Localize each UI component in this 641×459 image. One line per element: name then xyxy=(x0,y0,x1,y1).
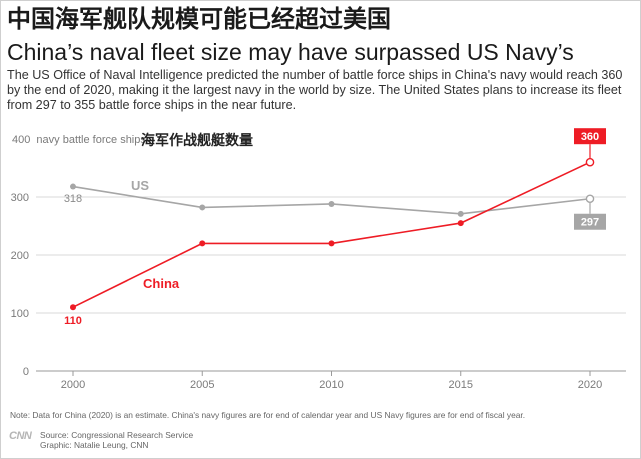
us-series-label: US xyxy=(131,178,149,193)
y-axis-title-english: 400 navy battle force ships xyxy=(12,134,146,146)
us-point-2000 xyxy=(70,183,76,190)
china-point-2000 xyxy=(70,304,76,311)
china-end-callout-box xyxy=(574,128,606,145)
gridlines xyxy=(36,196,626,372)
chart-description: The US Office of Naval Intelligence pred… xyxy=(7,68,623,112)
x-tick-label-2020: 2020 xyxy=(578,379,602,391)
y-axis-unit: navy battle force ships xyxy=(36,134,146,146)
y-axis-title-chinese: 海军作战舰艇数量 xyxy=(141,132,253,149)
us-start-value: 318 xyxy=(64,193,82,205)
chinese-title: 中国海军舰队规模可能已经超过美国 xyxy=(7,5,391,33)
cnn-logo: CNN xyxy=(9,430,32,442)
china-point-2005 xyxy=(199,240,206,247)
y-tick-label-100: 100 xyxy=(11,308,29,320)
china-series-label: China xyxy=(143,276,180,291)
x-tick-label-2000: 2000 xyxy=(61,379,85,391)
china-end-value: 360 xyxy=(581,131,599,143)
us-point-2020 xyxy=(585,194,595,204)
us-end-value: 297 xyxy=(581,217,599,229)
y-axis-top-tick: 400 xyxy=(12,134,30,146)
y-tick-label-200: 200 xyxy=(11,250,29,262)
us-point-2010 xyxy=(328,200,335,207)
english-title: China’s naval fleet size may have surpas… xyxy=(7,39,574,65)
graphic-credit: Graphic: Natalie Leung, CNN xyxy=(40,440,149,450)
source-credit: Source: Congressional Research Service xyxy=(40,430,194,440)
us-point-2005 xyxy=(199,204,206,211)
chart-credits: Source: Congressional Research Service G… xyxy=(40,430,193,450)
x-tick-label-2005: 2005 xyxy=(190,379,214,391)
x-axis: 2000 2005 2010 2015 2020 xyxy=(61,371,602,391)
china-point-2015 xyxy=(457,220,464,227)
china-point-2010 xyxy=(328,240,335,247)
y-tick-label-0: 0 xyxy=(23,366,29,378)
y-tick-label-300: 300 xyxy=(11,192,29,204)
x-tick-label-2015: 2015 xyxy=(449,379,473,391)
data-labels: US China 318 110 360 297 xyxy=(64,128,606,327)
y-axis-title: 400 navy battle force ships 海军作战舰艇数量 xyxy=(12,132,253,149)
china-point-2020 xyxy=(585,157,595,167)
data-series xyxy=(70,157,595,311)
y-axis: 0 100 200 300 xyxy=(11,192,29,378)
x-tick-label-2010: 2010 xyxy=(319,379,343,391)
us-line xyxy=(72,185,591,215)
chart-note: Note: Data for China (2020) is an estima… xyxy=(10,410,526,420)
us-point-2015 xyxy=(457,210,464,217)
us-end-callout-box xyxy=(574,213,606,230)
china-start-value: 110 xyxy=(64,315,82,327)
